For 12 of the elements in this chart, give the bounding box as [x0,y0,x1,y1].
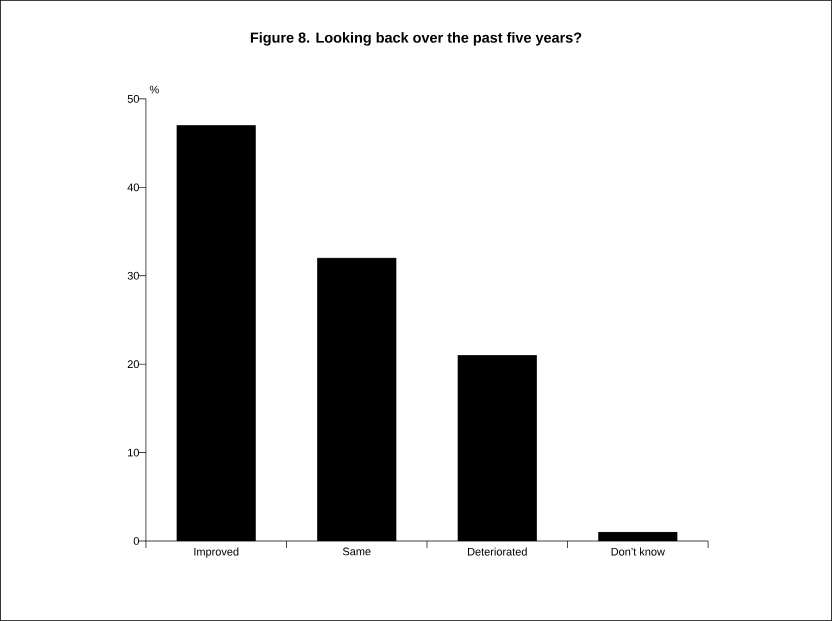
x-tick-label: Improved [194,548,238,558]
y-tick-label: 20 [128,360,139,368]
chart-title: Figure 8. Looking back over the past five years? [250,32,582,46]
y-axis-title: % [150,86,159,94]
y-tick-label: 0 [134,537,139,545]
x-tick-label: Deteriorated [468,548,527,556]
y-tick-label: 40 [127,183,139,192]
y-tick-label: 10 [128,448,139,457]
x-tick-label: Don’t know [612,548,665,556]
y-tick-label: 30 [128,272,139,280]
y-tick-label: 50 [128,95,139,103]
x-tick-label: Same [342,548,371,556]
